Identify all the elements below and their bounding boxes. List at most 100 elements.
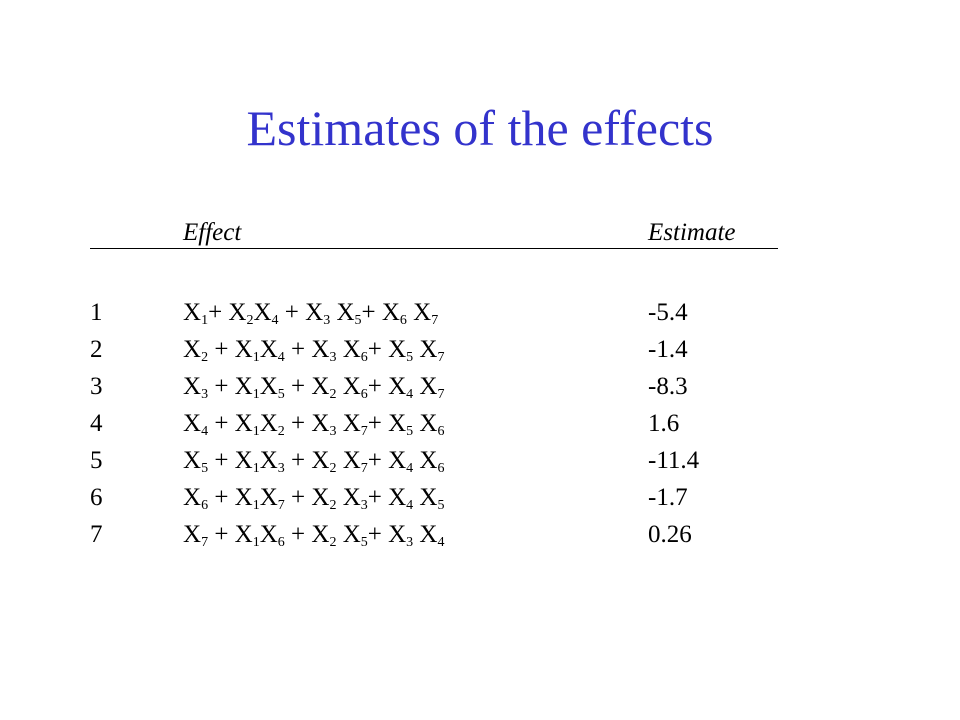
term-subscript: 2	[329, 535, 337, 550]
term-base: + X	[367, 484, 407, 511]
term-subscript: 2	[201, 350, 209, 365]
table-row: 2 X2 + X1X4 + X3 X6+ X5 X7 -1.4	[90, 333, 790, 367]
row-number: 1	[90, 299, 103, 326]
effect-expression: X6 + X1X7 + X2 X3+ X4 X5	[183, 481, 444, 515]
term-subscript: 1	[252, 498, 260, 513]
table-row: 5 X5 + X1X3 + X2 X7+ X4 X6 -11.4	[90, 444, 790, 478]
term-base: X	[259, 410, 278, 437]
term-subscript: 6	[437, 461, 445, 476]
table-row: 1 X1+ X2X4 + X3 X5+ X6 X7 -5.4	[90, 296, 790, 330]
row-number: 2	[90, 336, 103, 363]
term-subscript: 7	[437, 387, 445, 402]
term-base: X	[183, 521, 202, 548]
estimate: -11.4	[648, 447, 700, 474]
term-base: + X	[367, 447, 407, 474]
term-subscript: 6	[277, 535, 285, 550]
term-subscript: 5	[277, 387, 285, 402]
term-subscript: 1	[252, 387, 260, 402]
term-base: + X	[367, 410, 407, 437]
term-subscript: 3	[329, 350, 337, 365]
term-base: + X	[284, 410, 330, 437]
term-subscript: 6	[399, 313, 407, 328]
header-estimate: Estimate	[648, 219, 736, 246]
term-subscript: 5	[201, 461, 209, 476]
term-base: + X	[208, 447, 253, 474]
term-base: + X	[208, 299, 247, 326]
effect-expression: X3 + X1X5 + X2 X6+ X4 X7	[183, 370, 444, 404]
term-base: X	[183, 373, 202, 400]
term-subscript: 5	[354, 313, 362, 328]
term-subscript: 2	[329, 461, 337, 476]
term-base: X	[413, 484, 438, 511]
term-subscript: 7	[360, 424, 368, 439]
row-number: 6	[90, 484, 103, 511]
term-subscript: 4	[201, 424, 209, 439]
term-subscript: 1	[252, 535, 260, 550]
term-base: X	[336, 521, 361, 548]
term-subscript: 2	[329, 387, 337, 402]
term-base: + X	[284, 447, 330, 474]
effect-expression: X7 + X1X6 + X2 X5+ X3 X4	[183, 518, 444, 552]
table-row: 4 X4 + X1X2 + X3 X7+ X5 X6 1.6	[90, 407, 790, 441]
term-subscript: 4	[437, 535, 445, 550]
term-base: X	[259, 521, 278, 548]
term-base: X	[413, 373, 438, 400]
term-base: X	[183, 447, 202, 474]
term-subscript: 6	[437, 424, 445, 439]
row-number: 3	[90, 373, 103, 400]
term-subscript: 5	[437, 498, 445, 513]
table-header: Effect Estimate	[90, 218, 778, 249]
term-base: + X	[367, 521, 407, 548]
term-base: + X	[361, 299, 400, 326]
term-subscript: 3	[329, 424, 337, 439]
term-subscript: 5	[406, 350, 414, 365]
term-subscript: 3	[360, 498, 368, 513]
term-base: + X	[208, 521, 253, 548]
term-subscript: 6	[360, 350, 368, 365]
term-subscript: 7	[437, 350, 445, 365]
term-subscript: 2	[246, 313, 254, 328]
term-subscript: 3	[201, 387, 209, 402]
effect-expression: X2 + X1X4 + X3 X6+ X5 X7	[183, 333, 444, 367]
effect-expression: X5 + X1X3 + X2 X7+ X4 X6	[183, 444, 444, 478]
term-base: X	[183, 336, 202, 363]
term-subscript: 5	[360, 535, 368, 550]
term-base: X	[183, 410, 202, 437]
term-subscript: 2	[277, 424, 285, 439]
term-base: X	[336, 373, 361, 400]
term-subscript: 4	[277, 350, 285, 365]
term-base: + X	[284, 336, 330, 363]
term-base: + X	[278, 299, 324, 326]
term-base: X	[406, 299, 432, 326]
term-base: X	[413, 521, 438, 548]
term-subscript: 5	[406, 424, 414, 439]
table-row: 6 X6 + X1X7 + X2 X3+ X4 X5 -1.7	[90, 481, 790, 515]
term-base: X	[259, 336, 278, 363]
term-subscript: 3	[323, 313, 331, 328]
estimate: -8.3	[648, 373, 688, 400]
estimate: -1.7	[648, 484, 688, 511]
term-base: + X	[284, 484, 330, 511]
term-base: X	[413, 336, 438, 363]
term-base: + X	[208, 410, 253, 437]
term-base: X	[413, 410, 438, 437]
row-number: 4	[90, 410, 103, 437]
term-subscript: 7	[201, 535, 209, 550]
term-subscript: 6	[201, 498, 209, 513]
term-base: + X	[367, 373, 407, 400]
term-subscript: 1	[201, 313, 209, 328]
estimate: -1.4	[648, 336, 688, 363]
term-base: + X	[208, 484, 253, 511]
term-base: X	[183, 299, 202, 326]
effect-expression: X4 + X1X2 + X3 X7+ X5 X6	[183, 407, 444, 441]
term-base: X	[259, 447, 278, 474]
term-base: + X	[208, 373, 253, 400]
term-base: + X	[284, 521, 330, 548]
term-base: X	[336, 447, 361, 474]
term-subscript: 4	[406, 387, 414, 402]
term-base: X	[336, 410, 361, 437]
term-base: X	[413, 447, 438, 474]
row-number: 5	[90, 447, 103, 474]
term-base: + X	[367, 336, 407, 363]
